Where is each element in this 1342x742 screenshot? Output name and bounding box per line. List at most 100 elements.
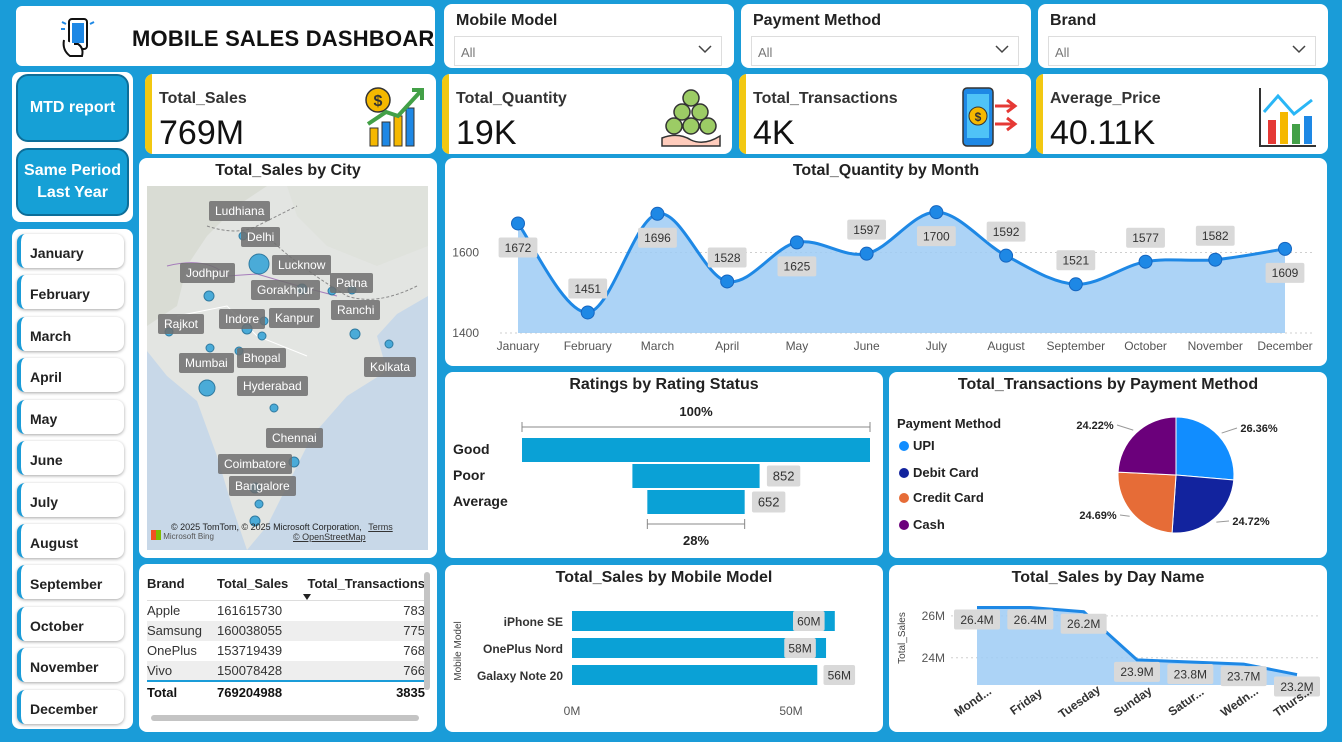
data-label: 1528 bbox=[714, 251, 741, 265]
x-tick-label: Friday bbox=[1007, 685, 1045, 717]
category-label: Galaxy Note 20 bbox=[477, 669, 563, 683]
brand-dropdown[interactable]: All bbox=[1048, 36, 1316, 66]
data-label: 23.7M bbox=[1227, 669, 1260, 683]
data-label: 1609 bbox=[1272, 266, 1299, 280]
chart-title: Total_Quantity by Month bbox=[792, 162, 980, 179]
terms-link[interactable]: Terms bbox=[368, 522, 393, 532]
data-point bbox=[1068, 277, 1083, 292]
data-point bbox=[650, 206, 665, 221]
legend-dot bbox=[899, 520, 909, 530]
table-row[interactable]: Vivo 150078428 766 bbox=[147, 660, 425, 681]
legend-item-cash[interactable]: Cash bbox=[899, 517, 945, 532]
table-row[interactable]: Apple 161615730 783 bbox=[147, 601, 425, 621]
legend-item-credit-card[interactable]: Credit Card bbox=[899, 490, 984, 505]
table-cell: 161615730 bbox=[217, 603, 283, 619]
city-label-kolkata: Kolkata bbox=[364, 357, 417, 377]
table-cell: 150078428 bbox=[217, 660, 301, 681]
slicer-label: Payment Method bbox=[753, 12, 882, 29]
brand-table-grid: Brand Total_Sales Total_Transactions App… bbox=[147, 572, 425, 702]
month-july-button[interactable]: July bbox=[17, 483, 124, 517]
month-november-button[interactable]: November bbox=[17, 648, 124, 682]
mobile-model-slicer: Mobile Model All bbox=[444, 4, 734, 68]
bar bbox=[572, 665, 818, 685]
table-cell: Samsung bbox=[147, 620, 217, 641]
pie-slice bbox=[1175, 416, 1235, 481]
data-label: 26.2M bbox=[1067, 617, 1100, 631]
city-label-lucknow: Lucknow bbox=[272, 255, 332, 275]
data-label-bg bbox=[766, 465, 801, 487]
month-august-button[interactable]: August bbox=[17, 524, 124, 558]
x-tick-label: July bbox=[926, 339, 947, 353]
mobile-model-dropdown[interactable]: All bbox=[454, 36, 722, 66]
table-cell: 769204988 bbox=[217, 679, 301, 702]
data-label-bg bbox=[498, 237, 538, 258]
chart-title: Total_Sales by Day Name bbox=[1011, 569, 1205, 586]
month-may-button[interactable]: May bbox=[17, 400, 124, 434]
kpi-accent-bar bbox=[1036, 74, 1043, 154]
chart-title: Total_Sales by City bbox=[215, 162, 361, 179]
column-header-total-transactions[interactable]: Total_Transactions bbox=[301, 572, 425, 601]
month-december-button[interactable]: December bbox=[17, 690, 124, 724]
percent-label: 24.69% bbox=[1079, 510, 1117, 522]
phone-hand-icon bbox=[61, 18, 95, 57]
payment-method-chart: Total_Transactions by Payment Method Pay… bbox=[889, 372, 1327, 558]
x-tick-label: May bbox=[786, 339, 809, 353]
month-march-button[interactable]: March bbox=[17, 317, 124, 351]
city-label-bhopal: Bhopal bbox=[237, 348, 287, 368]
horizontal-scrollbar[interactable] bbox=[151, 715, 419, 721]
city-label-mumbai: Mumbai bbox=[179, 353, 234, 373]
category-label: Poor bbox=[453, 467, 485, 483]
category-label: Average bbox=[453, 493, 508, 509]
vertical-scrollbar[interactable] bbox=[424, 572, 430, 690]
data-label: 1625 bbox=[784, 260, 811, 274]
legend-item-debit-card[interactable]: Debit Card bbox=[899, 465, 979, 480]
data-point bbox=[999, 248, 1014, 263]
column-header-brand[interactable]: Brand bbox=[147, 572, 217, 601]
day-area-chart: Total_Sales 24M 26M 26.4M 26.4M 26.2M 23.9M 23.… bbox=[897, 606, 1320, 721]
x-tick-label: June bbox=[854, 339, 880, 353]
pie-slice bbox=[1117, 416, 1177, 476]
x-tick-label: September bbox=[1046, 339, 1105, 353]
y-tick-label: 1400 bbox=[452, 326, 479, 340]
column-header-total-sales[interactable]: Total_Sales bbox=[217, 572, 301, 601]
dropdown-value: All bbox=[461, 45, 476, 60]
data-label-bg bbox=[1274, 676, 1320, 697]
month-june-button[interactable]: June bbox=[17, 441, 124, 475]
city-label-ludhiana: Ludhiana bbox=[209, 201, 271, 221]
city-label-rajkot: Rajkot bbox=[158, 314, 205, 334]
city-label-patna: Patna bbox=[330, 273, 374, 293]
city-label-gorakhpur: Gorakhpur bbox=[251, 280, 320, 300]
table-cell: Apple bbox=[147, 603, 181, 619]
city-label-coimbatore: Coimbatore bbox=[218, 454, 293, 474]
table-cell: 160038055 bbox=[217, 620, 301, 641]
month-september-button[interactable]: September bbox=[17, 565, 124, 599]
mtd-report-button[interactable]: MTD report bbox=[16, 74, 129, 142]
city-label-delhi: Delhi bbox=[241, 227, 281, 247]
table-row[interactable]: Samsung 160038055 775 bbox=[147, 620, 425, 641]
slicer-label: Brand bbox=[1050, 12, 1097, 29]
map-canvas[interactable]: Ludhiana Delhi Jodhpur Lucknow Patna Gor… bbox=[147, 186, 428, 550]
data-label: 58M bbox=[788, 641, 811, 655]
x-tick-label: February bbox=[564, 339, 612, 353]
funnel-top-label: 100% bbox=[679, 404, 713, 419]
month-october-button[interactable]: October bbox=[17, 607, 124, 641]
dropdown-value: All bbox=[1055, 45, 1070, 60]
sales-by-model-chart: Total_Sales by Mobile Model Mobile Model… bbox=[445, 565, 883, 732]
month-january-button[interactable]: January bbox=[17, 234, 124, 268]
legend-item-upi[interactable]: UPI bbox=[899, 438, 935, 453]
month-february-button[interactable]: February bbox=[17, 275, 124, 309]
legend-label: Cash bbox=[913, 517, 945, 532]
city-label-bangalore: Bangalore bbox=[229, 476, 296, 496]
legend-dot bbox=[899, 493, 909, 503]
table-row[interactable]: OnePlus 153719439 768 bbox=[147, 641, 425, 661]
payment-method-dropdown[interactable]: All bbox=[751, 36, 1019, 66]
data-label: 1696 bbox=[644, 231, 671, 245]
month-april-button[interactable]: April bbox=[17, 358, 124, 392]
kpi-average-price: Average_Price 40.11K bbox=[1036, 74, 1328, 154]
brand-table: Brand Total_Sales Total_Transactions App… bbox=[139, 564, 437, 732]
same-period-last-year-button[interactable]: Same Period Last Year bbox=[16, 148, 129, 216]
chart-title: Ratings by Rating Status bbox=[569, 376, 759, 393]
table-cell: OnePlus bbox=[147, 643, 197, 658]
kpi-label: Average_Price bbox=[1050, 90, 1161, 107]
osm-link[interactable]: © OpenStreetMap bbox=[293, 532, 366, 542]
